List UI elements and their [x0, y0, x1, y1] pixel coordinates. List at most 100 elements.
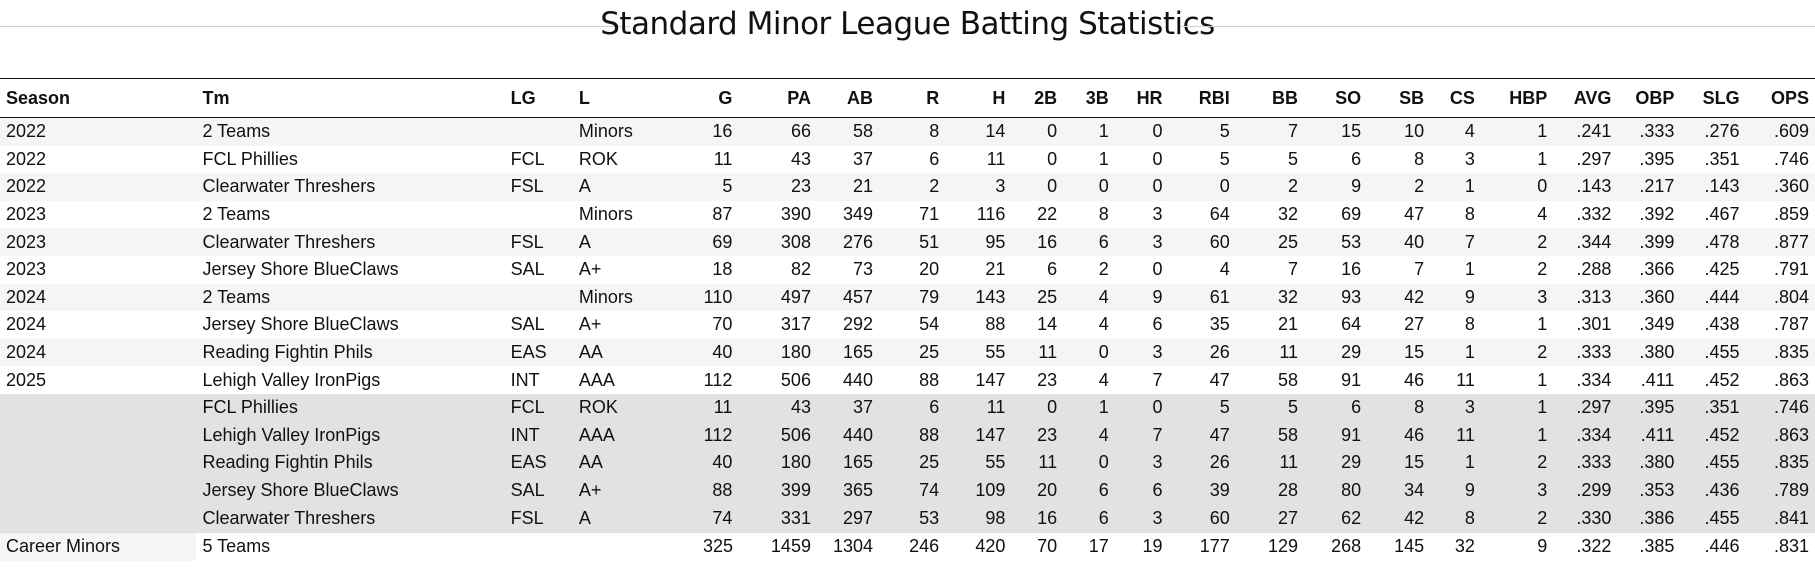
cell-h: 147 — [945, 421, 1012, 450]
cell-l: Minors — [572, 283, 698, 312]
cell-avg: .333 — [1553, 449, 1618, 477]
column-header-tm[interactable]: Tm — [202, 87, 230, 108]
cell-season[interactable]: 2024 — [6, 314, 47, 335]
cell-bb: 11 — [1235, 449, 1305, 477]
cell-obp: .385 — [1617, 531, 1681, 561]
cell-season[interactable]: 2023 — [0, 228, 197, 256]
cell-tm[interactable]: Clearwater Threshers — [196, 173, 505, 201]
cell-cs: 3 — [1430, 393, 1481, 422]
column-header-sb[interactable]: SB — [1399, 87, 1425, 108]
cell-avg: .334 — [1576, 369, 1612, 390]
cell-slg: .452 — [1704, 369, 1740, 390]
table-header-row: Season Tm LG L G PA AB R H 2B 3B HR RBI BB SO SB CS HBP AV… — [0, 78, 1815, 118]
column-header-3b[interactable]: 3B — [1085, 87, 1109, 108]
cell-so: 16 — [1341, 259, 1362, 280]
column-header-l[interactable]: L — [578, 87, 590, 108]
batting-stats-table: Season Tm LG L G PA AB R H 2B 3B HR RBI BB SO SB CS HBP AV… — [0, 78, 1815, 561]
cell-ab: 440 — [816, 421, 880, 450]
cell-slg: .276 — [1680, 117, 1746, 146]
season-row: 2024 2 Teams Minors 110 497 457 79 143 25 4 9 61 32 9… — [0, 283, 1815, 312]
cell-r: 71 — [919, 204, 940, 225]
column-header-hbp[interactable]: HBP — [1509, 87, 1548, 108]
cell-lg — [505, 201, 573, 229]
cell-tm[interactable]: Jersey Shore BlueClaws — [202, 259, 399, 280]
cell-tm[interactable]: Lehigh Valley IronPigs — [196, 421, 505, 450]
cell-season[interactable]: 2022 — [6, 148, 47, 169]
cell-tm[interactable]: Clearwater Threshers — [196, 228, 505, 256]
cell-g: 11 — [697, 393, 739, 422]
cell-season[interactable]: 2024 — [0, 338, 197, 367]
cell-bb: 21 — [1278, 314, 1299, 335]
cell-tm[interactable]: 5 Teams — [196, 531, 505, 561]
cell-season[interactable]: 2023 — [6, 204, 47, 225]
cell-season[interactable]: 2022 — [0, 173, 197, 201]
cell-h: 420 — [945, 531, 1012, 561]
column-header-hr[interactable]: HR — [1136, 87, 1163, 108]
cell-3b: 4 — [1098, 314, 1109, 335]
cell-pa: 317 — [780, 314, 811, 335]
cell-lg: FSL — [504, 228, 573, 256]
cell-tm[interactable]: Reading Fightin Phils — [196, 338, 505, 367]
column-header-cs[interactable]: CS — [1449, 87, 1475, 108]
cell-l: ROK — [578, 148, 618, 169]
column-header-bb[interactable]: BB — [1272, 87, 1299, 108]
cell-ops: .863 — [1745, 421, 1815, 450]
column-header-ab[interactable]: AB — [847, 87, 874, 108]
cell-season[interactable]: 2025 — [6, 369, 47, 390]
cell-avg: .299 — [1553, 476, 1618, 505]
cell-cs: 32 — [1430, 531, 1481, 561]
cell-tm[interactable]: Jersey Shore BlueClaws — [196, 476, 505, 505]
cell-tm[interactable]: 2 Teams — [202, 204, 271, 225]
column-header-avg[interactable]: AVG — [1573, 87, 1612, 108]
cell-rbi: 61 — [1168, 283, 1236, 312]
column-header-pa[interactable]: PA — [787, 87, 811, 108]
cell-hr: 3 — [1114, 449, 1169, 477]
cell-cs: 1 — [1430, 173, 1481, 201]
cell-obp: .411 — [1640, 369, 1675, 390]
column-header-season[interactable]: Season — [6, 87, 71, 108]
column-header-h[interactable]: H — [992, 87, 1006, 108]
column-header-2b[interactable]: 2B — [1034, 87, 1058, 108]
column-header-lg[interactable]: LG — [510, 87, 536, 108]
cell-g: 69 — [697, 228, 739, 256]
cell-ab: 1304 — [816, 531, 880, 561]
column-header-r[interactable]: R — [926, 87, 940, 108]
column-header-slg[interactable]: SLG — [1702, 87, 1740, 108]
cell-tm[interactable]: Clearwater Threshers — [196, 504, 505, 533]
cell-pa: 331 — [738, 504, 817, 533]
cell-2b: 14 — [1037, 314, 1058, 335]
cell-season[interactable]: 2024 — [0, 283, 197, 312]
column-header-g[interactable]: G — [718, 87, 733, 108]
cell-obp: .380 — [1617, 338, 1681, 367]
column-header-ops[interactable]: OPS — [1770, 87, 1809, 108]
cell-lg: EAS — [504, 338, 573, 367]
cell-season[interactable]: 2022 — [0, 117, 197, 146]
cell-tm[interactable]: 2 Teams — [196, 117, 505, 146]
cell-slg: .455 — [1680, 449, 1746, 477]
cell-hbp: 9 — [1480, 531, 1554, 561]
cell-tm[interactable]: FCL Phillies — [202, 148, 298, 169]
cell-so: 9 — [1304, 173, 1368, 201]
table-body: 2022 2 Teams Minors 16 66 58 8 14 0 1 0 5 7 15 10 4 1.24… — [0, 117, 1815, 561]
cell-hbp: 1 — [1480, 393, 1554, 422]
cell-obp: .217 — [1617, 173, 1681, 201]
column-header-rbi[interactable]: RBI — [1198, 87, 1230, 108]
cell-avg: .288 — [1576, 259, 1612, 280]
cell-cs: 7 — [1430, 228, 1481, 256]
cell-hbp: 2 — [1480, 504, 1554, 533]
cell-season — [0, 449, 197, 477]
cell-avg: .333 — [1553, 338, 1618, 367]
column-header-so[interactable]: SO — [1335, 87, 1362, 108]
column-header-obp[interactable]: OBP — [1635, 87, 1675, 108]
cell-season[interactable]: Career Minors — [0, 531, 197, 561]
cell-bb: 58 — [1235, 421, 1305, 450]
cell-lg: INT — [504, 421, 573, 450]
cell-bb: 32 — [1235, 283, 1305, 312]
cell-tm[interactable]: Reading Fightin Phils — [196, 449, 505, 477]
cell-tm[interactable]: Jersey Shore BlueClaws — [202, 314, 399, 335]
cell-season[interactable]: 2023 — [6, 259, 47, 280]
team-total-row: Jersey Shore BlueClaws SAL A+ 88 399 365 74 109… — [0, 476, 1815, 505]
cell-tm[interactable]: FCL Phillies — [196, 393, 505, 422]
cell-tm[interactable]: Lehigh Valley IronPigs — [202, 369, 381, 390]
cell-tm[interactable]: 2 Teams — [196, 283, 505, 312]
